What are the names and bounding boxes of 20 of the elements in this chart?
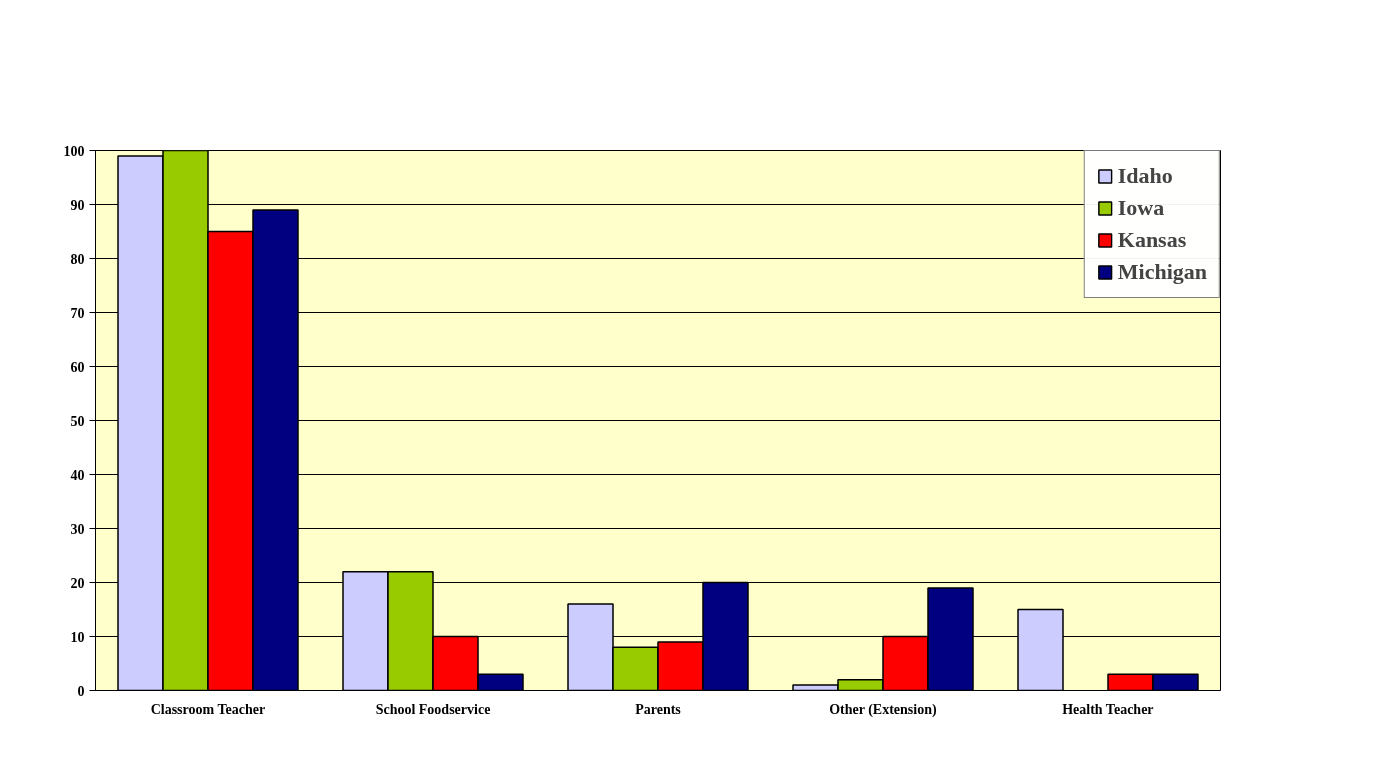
y-tick-label: 90 — [70, 197, 85, 213]
x-tick-label: Other (Extension) — [829, 701, 937, 718]
y-tick-label: 10 — [70, 629, 85, 645]
legend-label: Idaho — [1117, 163, 1173, 189]
y-tick-label: 30 — [70, 521, 85, 537]
legend-label: Kansas — [1117, 227, 1187, 253]
y-tick-label: 80 — [70, 251, 85, 267]
x-tick-label: School Foodservice — [375, 701, 491, 717]
legend-label: Iowa — [1117, 195, 1165, 221]
y-tick-label: 20 — [70, 575, 85, 591]
y-tick-label: 0 — [77, 683, 85, 699]
y-tick-label: 70 — [70, 305, 85, 321]
x-tick-label: Classroom Teacher — [150, 701, 266, 717]
legend-label: Michigan — [1117, 259, 1207, 285]
y-tick-label: 60 — [70, 359, 85, 375]
y-tick-label: 100 — [63, 143, 85, 159]
x-tick-label: Health Teacher — [1062, 701, 1154, 717]
y-tick-label: 40 — [70, 467, 85, 483]
x-tick-label: Parents — [635, 701, 682, 717]
y-tick-label: 50 — [70, 413, 85, 429]
